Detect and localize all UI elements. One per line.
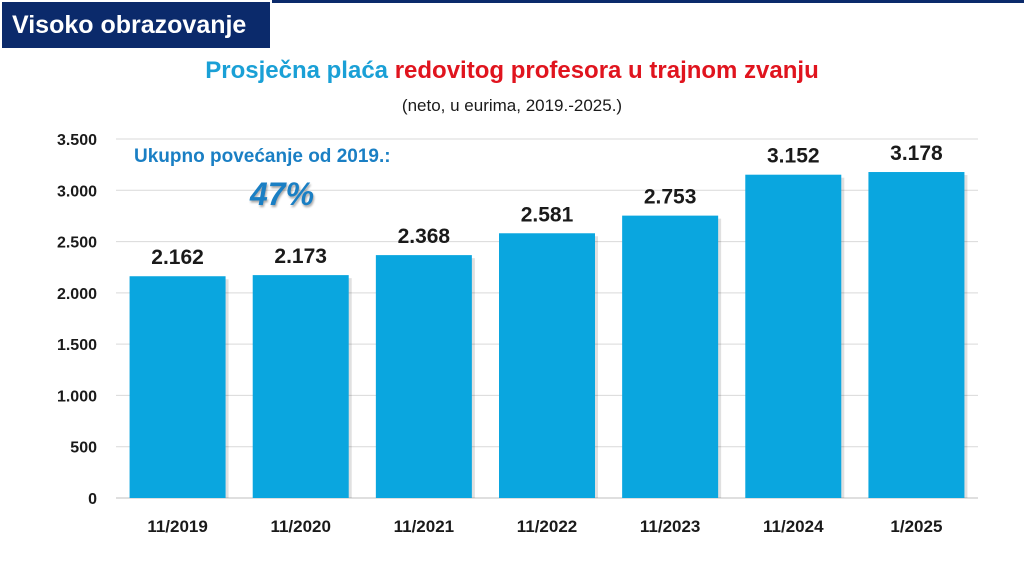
bar-value-label: 2.173 xyxy=(274,245,327,268)
bar-value-label: 3.178 xyxy=(890,142,943,165)
x-tick-label: 11/2022 xyxy=(517,517,578,536)
increase-annotation-label: Ukupno povećanje od 2019.: xyxy=(134,146,391,167)
x-tick-label: 11/2024 xyxy=(763,517,824,536)
y-tick-label: 3.500 xyxy=(57,132,97,149)
section-label: Visoko obrazovanje xyxy=(0,0,272,50)
y-tick-label: 500 xyxy=(70,440,97,457)
bar-layer xyxy=(129,172,968,499)
bar xyxy=(745,174,842,498)
chart-subtitle: (neto, u eurima, 2019.-2025.) xyxy=(401,96,623,115)
bar-value-label: 3.152 xyxy=(767,145,820,168)
y-tick-label: 3.000 xyxy=(57,183,97,200)
bar-value-label: 2.753 xyxy=(644,186,697,209)
x-tick-label: 1/2025 xyxy=(890,517,942,536)
x-tick-label: 11/2019 xyxy=(147,517,208,536)
x-tick-label: 11/2020 xyxy=(270,517,331,536)
bar xyxy=(252,275,349,498)
increase-annotation-value: 47% xyxy=(250,176,315,212)
chart-title: Prosječna plaća redovitog profesora u tr… xyxy=(0,57,1024,85)
top-border-line xyxy=(0,0,1024,3)
y-tick-label: 1.000 xyxy=(57,388,97,405)
y-tick-label: 2.500 xyxy=(57,235,97,252)
chart-title-part-1: Prosječna plaća xyxy=(205,57,395,84)
x-tick-label: 11/2021 xyxy=(394,517,455,536)
bar-value-label: 2.581 xyxy=(521,203,574,226)
y-tick-label: 2.000 xyxy=(57,286,97,303)
bar-value-label: 2.162 xyxy=(151,246,204,269)
y-tick-label: 1.500 xyxy=(57,337,97,354)
label-layer: 0 500 1.000 1.500 2.000 2.500 3.000 3.500 2.162 1… xyxy=(57,132,943,536)
bar xyxy=(499,233,595,499)
y-tick-label: 0 xyxy=(88,491,97,508)
bar xyxy=(868,172,965,498)
bar xyxy=(622,215,719,498)
bar xyxy=(375,255,472,498)
bar xyxy=(129,276,226,498)
x-tick-label: 11/2023 xyxy=(640,517,701,536)
chart-title-part-2: redovitog profesora u trajnom zvanju xyxy=(394,57,819,84)
bar-value-label: 2.368 xyxy=(398,225,451,248)
